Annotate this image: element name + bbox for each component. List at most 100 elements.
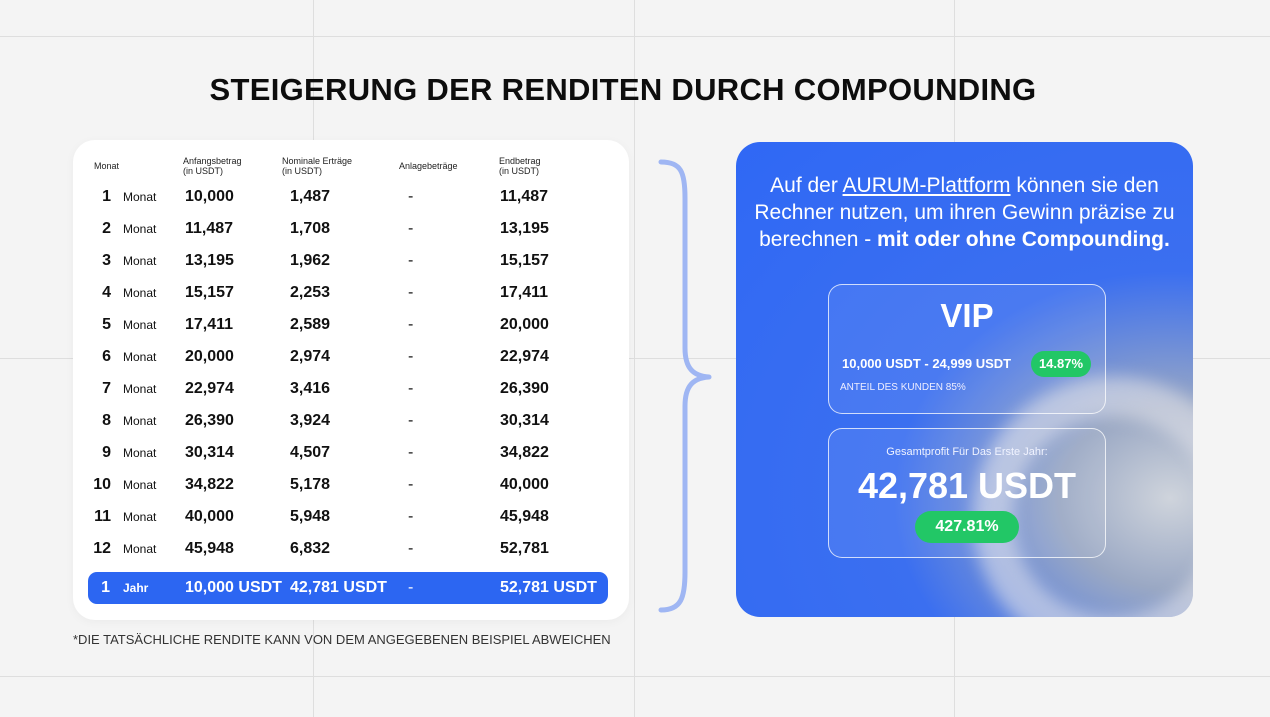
table-row: 6 Monat 20,000 2,974 - 22,974 [73,341,629,373]
header-start: Anfangsbetrag (in USDT) [183,156,242,176]
row-earnings: 2,974 [290,348,331,365]
row-earnings: 1,962 [290,252,331,269]
vip-box: VIP 10,000 USDT - 24,999 USDT 14.87% ANT… [828,284,1106,414]
row-start: 34,822 [185,476,234,493]
header-end-label: Endbetrag [499,156,541,166]
row-start: 30,314 [185,444,234,461]
table-row: 1 Monat 10,000 1,487 - 11,487 [73,181,629,213]
grid-line [0,36,1270,37]
row-earnings: 6,832 [290,540,331,557]
aurum-platform-link[interactable]: AURUM-Plattform [842,174,1011,197]
row-index: 11 [94,508,111,525]
row-earnings: 4,507 [290,444,331,461]
table-row: 12 Monat 45,948 6,832 - 52,781 [73,533,629,565]
header-deposits: Anlagebeträge [399,161,458,171]
total-earnings: 42,781 USDT [290,579,387,596]
row-end: 17,411 [500,284,549,301]
row-unit: Monat [123,542,157,556]
row-unit: Monat [123,414,157,428]
row-index: 3 [102,252,111,269]
row-start: 15,157 [185,284,234,301]
total-count: 1 [101,579,110,596]
row-start: 17,411 [185,316,234,333]
table-row: 8 Monat 26,390 3,924 - 30,314 [73,405,629,437]
vip-client-share: ANTEIL DES KUNDEN 85% [840,382,966,393]
header-start-label: Anfangsbetrag [183,156,242,166]
row-index: 1 [102,188,111,205]
row-end: 34,822 [500,444,549,461]
total-end: 52,781 USDT [500,579,597,596]
header-earnings-unit: (in USDT) [282,166,322,176]
row-start: 10,000 [185,188,234,205]
total-unit: Jahr [123,581,149,595]
row-deposit: - [408,252,414,269]
row-deposit: - [408,284,414,301]
vip-title: VIP [940,297,994,334]
row-end: 22,974 [500,348,549,365]
vip-range: 10,000 USDT - 24,999 USDT [842,356,1012,371]
info-card: Auf der AURUM-Plattform können sie den R… [736,142,1193,617]
table-row: 9 Monat 30,314 4,507 - 34,822 [73,437,629,469]
table-row: 11 Monat 40,000 5,948 - 45,948 [73,501,629,533]
row-deposit: - [408,220,414,237]
row-end: 45,948 [500,508,549,525]
row-unit: Monat [123,222,157,236]
header-month: Monat [94,161,120,171]
info-text-before: Auf der [770,174,843,197]
row-end: 26,390 [500,380,549,397]
profit-value: 42,781 USDT [857,465,1077,506]
table-row: 7 Monat 22,974 3,416 - 26,390 [73,373,629,405]
row-end: 15,157 [500,252,549,269]
table-row: 2 Monat 11,487 1,708 - 13,195 [73,213,629,245]
row-index: 9 [102,444,111,461]
row-earnings: 1,708 [290,220,331,237]
row-unit: Monat [123,382,157,396]
table-row: 10 Monat 34,822 5,178 - 40,000 [73,469,629,501]
row-start: 13,195 [185,252,234,269]
row-unit: Monat [123,510,157,524]
vip-rate-badge: 14.87% [1031,351,1091,377]
header-earnings: Nominale Erträge (in USDT) [282,156,352,176]
row-start: 20,000 [185,348,234,365]
row-deposit: - [408,476,414,493]
row-unit: Monat [123,254,157,268]
row-index: 8 [102,412,111,429]
row-earnings: 3,924 [290,412,331,429]
row-index: 6 [102,348,111,365]
disclaimer-footnote: *DIE TATSÄCHLICHE RENDITE KANN VON DEM A… [73,632,611,647]
row-deposit: - [408,540,414,557]
grid-line [0,676,1270,677]
total-deposit: - [408,579,414,596]
row-unit: Monat [123,190,157,204]
row-end: 11,487 [500,188,549,205]
info-text-bold: mit oder ohne Compounding. [877,228,1170,251]
row-earnings: 2,589 [290,316,331,333]
row-deposit: - [408,188,414,205]
row-earnings: 5,948 [290,508,331,525]
row-end: 52,781 [500,540,549,557]
grid-line [0,358,1270,359]
row-index: 5 [102,316,111,333]
row-unit: Monat [123,318,157,332]
total-start: 10,000 USDT [185,579,282,596]
table-row: 5 Monat 17,411 2,589 - 20,000 [73,309,629,341]
row-end: 13,195 [500,220,549,237]
row-end: 40,000 [500,476,549,493]
profit-label: Gesamtprofit Für Das Erste Jahr: [886,446,1048,458]
compounding-table: Monat Anfangsbetrag (in USDT) Nominale E… [73,140,629,620]
row-unit: Monat [123,350,157,364]
row-end: 20,000 [500,316,549,333]
table-row: 4 Monat 15,157 2,253 - 17,411 [73,277,629,309]
row-index: 10 [93,476,111,493]
header-end-unit: (in USDT) [499,166,539,176]
row-earnings: 1,487 [290,188,331,205]
profit-box: Gesamtprofit Für Das Erste Jahr: 42,781 … [828,428,1106,558]
row-earnings: 2,253 [290,284,331,301]
info-text-middle: können sie den Rechner nutzen, um ihren … [754,174,1175,251]
row-start: 26,390 [185,412,234,429]
row-deposit: - [408,380,414,397]
table-row: 3 Monat 13,195 1,962 - 15,157 [73,245,629,277]
row-unit: Monat [123,286,157,300]
info-text: Auf der AURUM-Plattform können sie den R… [736,172,1193,253]
row-index: 7 [102,380,111,397]
